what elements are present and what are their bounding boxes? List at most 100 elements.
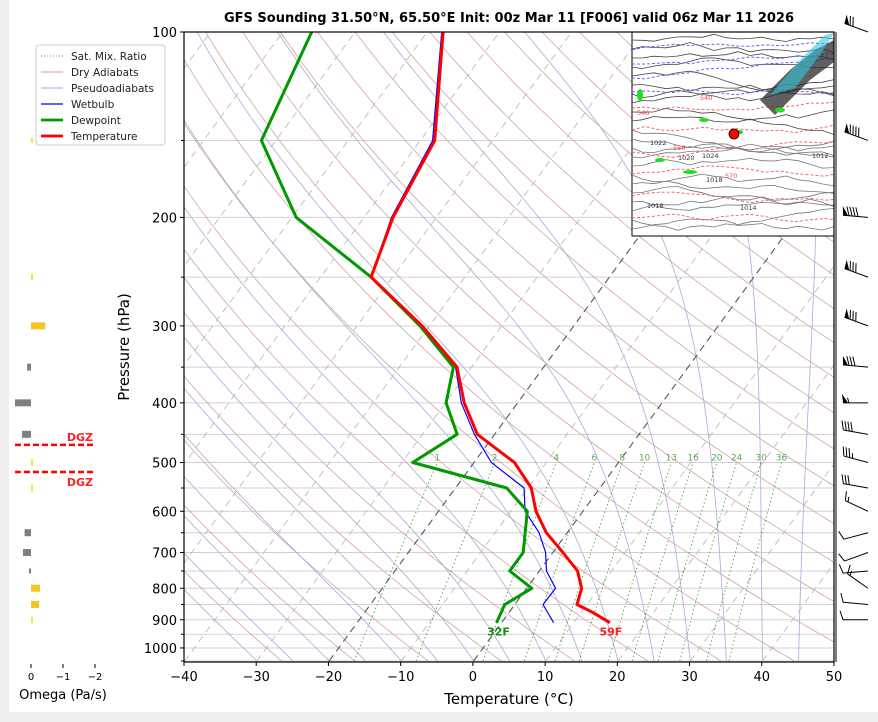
wind-barb-full <box>847 564 851 575</box>
map-contour <box>632 186 834 201</box>
mixing-ratio-line <box>657 462 718 662</box>
mixing-ratio-line <box>706 462 762 662</box>
map-precip-snow <box>770 33 834 95</box>
isotherm-line <box>184 32 284 169</box>
map-precip-rain <box>655 158 665 162</box>
y-tick-label: 100 <box>152 26 177 41</box>
figure-margin-left <box>0 0 9 722</box>
wind-barb <box>844 308 869 327</box>
x-tick-label: 0 <box>469 670 477 685</box>
isotherm-line <box>545 265 834 662</box>
map-contour <box>632 195 834 212</box>
wind-barb-staff <box>844 268 869 278</box>
map-contour-label: 1014 <box>740 204 757 212</box>
inset-map: 1014 1018 1018 1020 1024 1022 1012 540 546 558 570 <box>631 31 835 237</box>
legend-entry: Wetbulb <box>71 99 115 111</box>
wind-barb <box>842 206 869 218</box>
wind-barb <box>844 14 869 33</box>
dry-adiabat-line <box>354 32 834 450</box>
map-location-marker <box>728 128 740 140</box>
legend-entry: Pseudoadiabats <box>71 83 154 95</box>
wind-barb-full <box>838 564 844 574</box>
y-tick-label: 800 <box>152 582 177 597</box>
y-tick-label: 400 <box>152 397 177 412</box>
map-precip-rain <box>775 107 785 113</box>
mixing-ratio-label: 10 <box>639 454 651 464</box>
x-tick-label: −30 <box>243 670 270 685</box>
moist-adiabat-line <box>798 32 818 661</box>
wind-barb-full <box>847 475 850 485</box>
moist-adiabat-line <box>184 515 330 662</box>
mixing-ratio-label: 1 <box>434 454 440 464</box>
omega-bar <box>15 399 31 407</box>
wind-barb-staff <box>844 552 869 562</box>
plot-frame <box>183 31 835 663</box>
wind-barb-half <box>849 570 853 576</box>
wind-barb-full <box>838 530 845 540</box>
moist-adiabat-line <box>184 552 294 662</box>
x-tick-label: −40 <box>170 670 197 685</box>
y-tick-label: 1000 <box>144 642 177 657</box>
map-contour-label: 1020 <box>678 154 695 162</box>
moist-adiabat-line <box>184 387 438 662</box>
wind-barbs <box>838 14 869 621</box>
moist-adiabat-line <box>196 32 619 662</box>
surface-temperature-label: 59F <box>599 626 622 639</box>
moist-adiabat-line <box>184 206 547 662</box>
dry-adiabat-line <box>184 375 502 662</box>
y-axis-label: Pressure (hPa) <box>115 293 133 401</box>
map-contour <box>632 84 834 95</box>
wind-barb-full <box>844 421 847 431</box>
map-contour <box>632 42 834 54</box>
map-contour-label: 1018 <box>706 176 723 184</box>
x-tick-label: 20 <box>609 670 626 685</box>
wind-barb-full <box>842 446 845 457</box>
map-contour-label: 546 <box>637 109 649 117</box>
moist-adiabat-line <box>524 32 727 662</box>
moist-adiabat-line <box>383 32 691 662</box>
wind-barb-staff <box>843 364 869 368</box>
dry-adiabat-line <box>504 32 834 310</box>
dry-adiabat-line <box>392 32 834 414</box>
map-contour-label: 1012 <box>812 152 829 160</box>
dry-adiabat-line <box>466 32 834 344</box>
map-contour-label: 1024 <box>702 152 719 160</box>
map-height-contour-warm <box>632 140 834 158</box>
moist-adiabat-line <box>184 588 258 662</box>
omega-bar <box>31 137 33 143</box>
isotherm-line <box>184 32 645 662</box>
wind-barb-staff <box>843 483 869 489</box>
dry-adiabat-line <box>205 32 834 603</box>
y-tick-label: 600 <box>152 505 177 520</box>
wind-barb <box>841 474 869 489</box>
figure-margin-bottom <box>0 712 878 722</box>
dry-adiabat-line <box>184 122 795 662</box>
wind-barb-staff <box>843 455 869 464</box>
wind-barb-staff <box>843 532 869 540</box>
map-contour <box>632 208 834 230</box>
mixing-ratio-label: 36 <box>776 454 788 464</box>
mixing-ratio-label: 30 <box>755 454 767 464</box>
mixing-ratio-label: 6 <box>591 454 597 464</box>
x-tick-label: 10 <box>537 670 554 685</box>
wind-barb-full <box>850 422 853 432</box>
dgz-bottom-label: DGZ <box>67 476 93 489</box>
dry-adiabat-line <box>184 311 575 662</box>
omega-bar <box>22 430 31 438</box>
mixing-ratio-line <box>631 462 694 662</box>
wind-barb-flag <box>842 355 849 366</box>
legend-box <box>35 44 166 146</box>
chart-title: GFS Sounding 31.50°N, 65.50°E Init: 00z … <box>224 11 794 26</box>
y-tick-label: 200 <box>152 211 177 226</box>
wind-barb <box>844 123 869 141</box>
dry-adiabat-line <box>184 439 429 662</box>
dry-adiabat-line <box>184 185 722 662</box>
moist-adiabat-line <box>184 119 583 662</box>
wetbulb-line <box>370 32 557 624</box>
omega-tick-label: −2 <box>88 672 103 683</box>
wind-barb-full <box>849 356 853 366</box>
wind-barb-full <box>855 207 859 217</box>
omega-bar <box>29 568 31 574</box>
wind-barb-full <box>844 491 847 501</box>
